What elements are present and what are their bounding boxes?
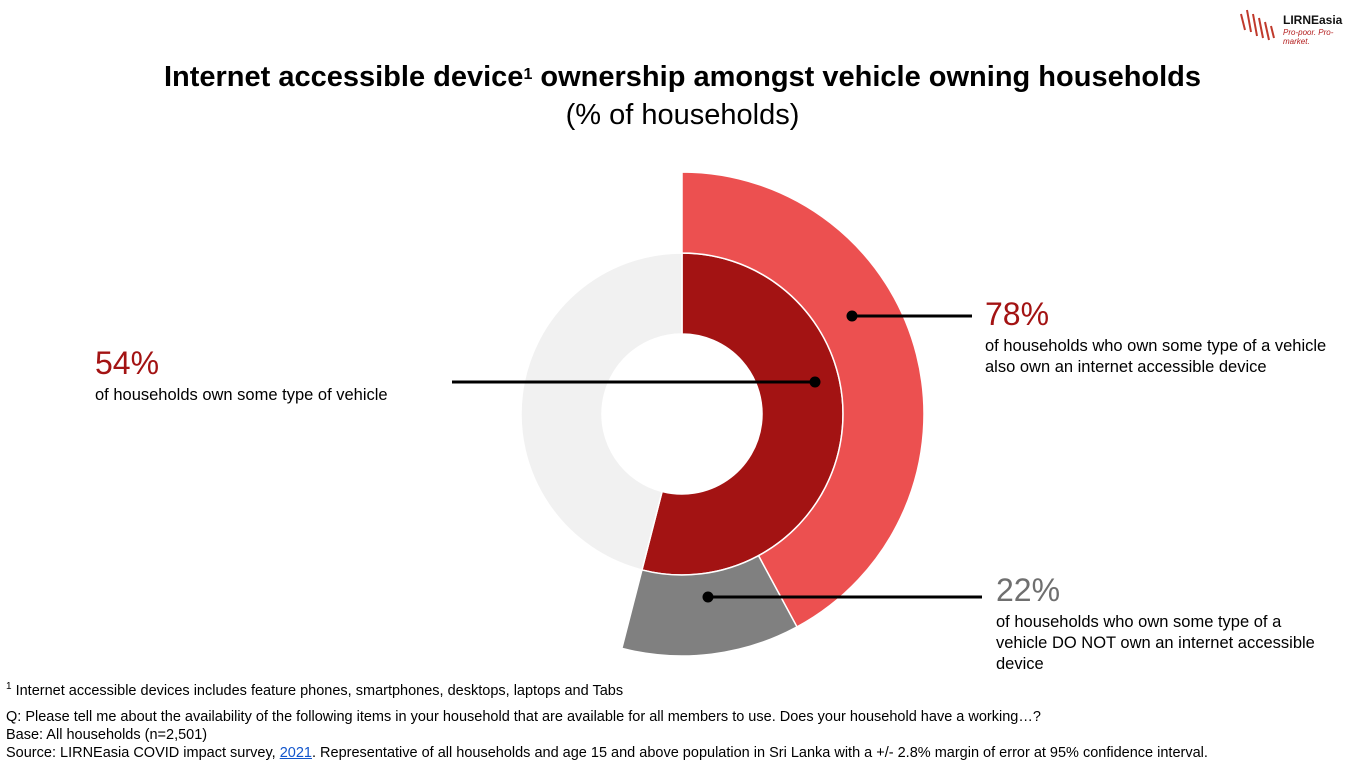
outer-ring: [620, 171, 925, 657]
chart-title: Internet accessible device1 ownership am…: [163, 61, 1202, 93]
no-device-description-line-1: of households who own some type of a: [996, 613, 1282, 631]
vehicle-percent: 54%: [95, 345, 160, 381]
device-percent: 78%: [985, 296, 1050, 332]
leader-dot-device: [846, 310, 858, 322]
no-device-description-line-2: vehicle DO NOT own an internet accessibl…: [996, 634, 1315, 652]
inner-ring: [520, 252, 844, 576]
leader-dot-no-device: [702, 591, 714, 603]
outer-slice-0: [681, 171, 925, 628]
base-note: Base: All households (n=2,501): [6, 727, 208, 743]
source-note: Source: LIRNEasia COVID impact survey, 2…: [6, 745, 1208, 761]
lirneasia-logo: LIRNEasia Pro-poor. Pro-market.: [1238, 6, 1360, 46]
title-superscript: 1: [523, 66, 533, 83]
device-footnote: 1 Internet accessible devices includes f…: [6, 681, 624, 699]
logo-name: LIRNEasia: [1283, 13, 1343, 27]
vehicle-description: of households own some type of vehicle: [95, 386, 388, 404]
inner-slice-1: [520, 252, 683, 571]
no-device-description-line-3: device: [996, 655, 1044, 673]
source-year-link[interactable]: 2021: [279, 745, 312, 761]
logo-mark-icon: [1240, 9, 1275, 41]
device-description-line-2: also own an internet accessible device: [985, 358, 1267, 376]
no-device-percent: 22%: [996, 572, 1061, 608]
outer-slice-1: [620, 554, 798, 657]
device-description-line-1: of households who own some type of a veh…: [985, 337, 1327, 355]
logo-tagline: Pro-poor. Pro-market.: [1283, 28, 1334, 46]
question-note: Q: Please tell me about the availability…: [6, 709, 1041, 725]
leader-dot-vehicle: [809, 376, 821, 388]
chart-subtitle: (% of households): [565, 99, 800, 131]
